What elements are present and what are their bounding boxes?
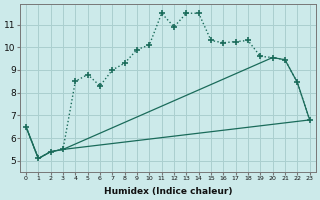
X-axis label: Humidex (Indice chaleur): Humidex (Indice chaleur) [104, 187, 232, 196]
